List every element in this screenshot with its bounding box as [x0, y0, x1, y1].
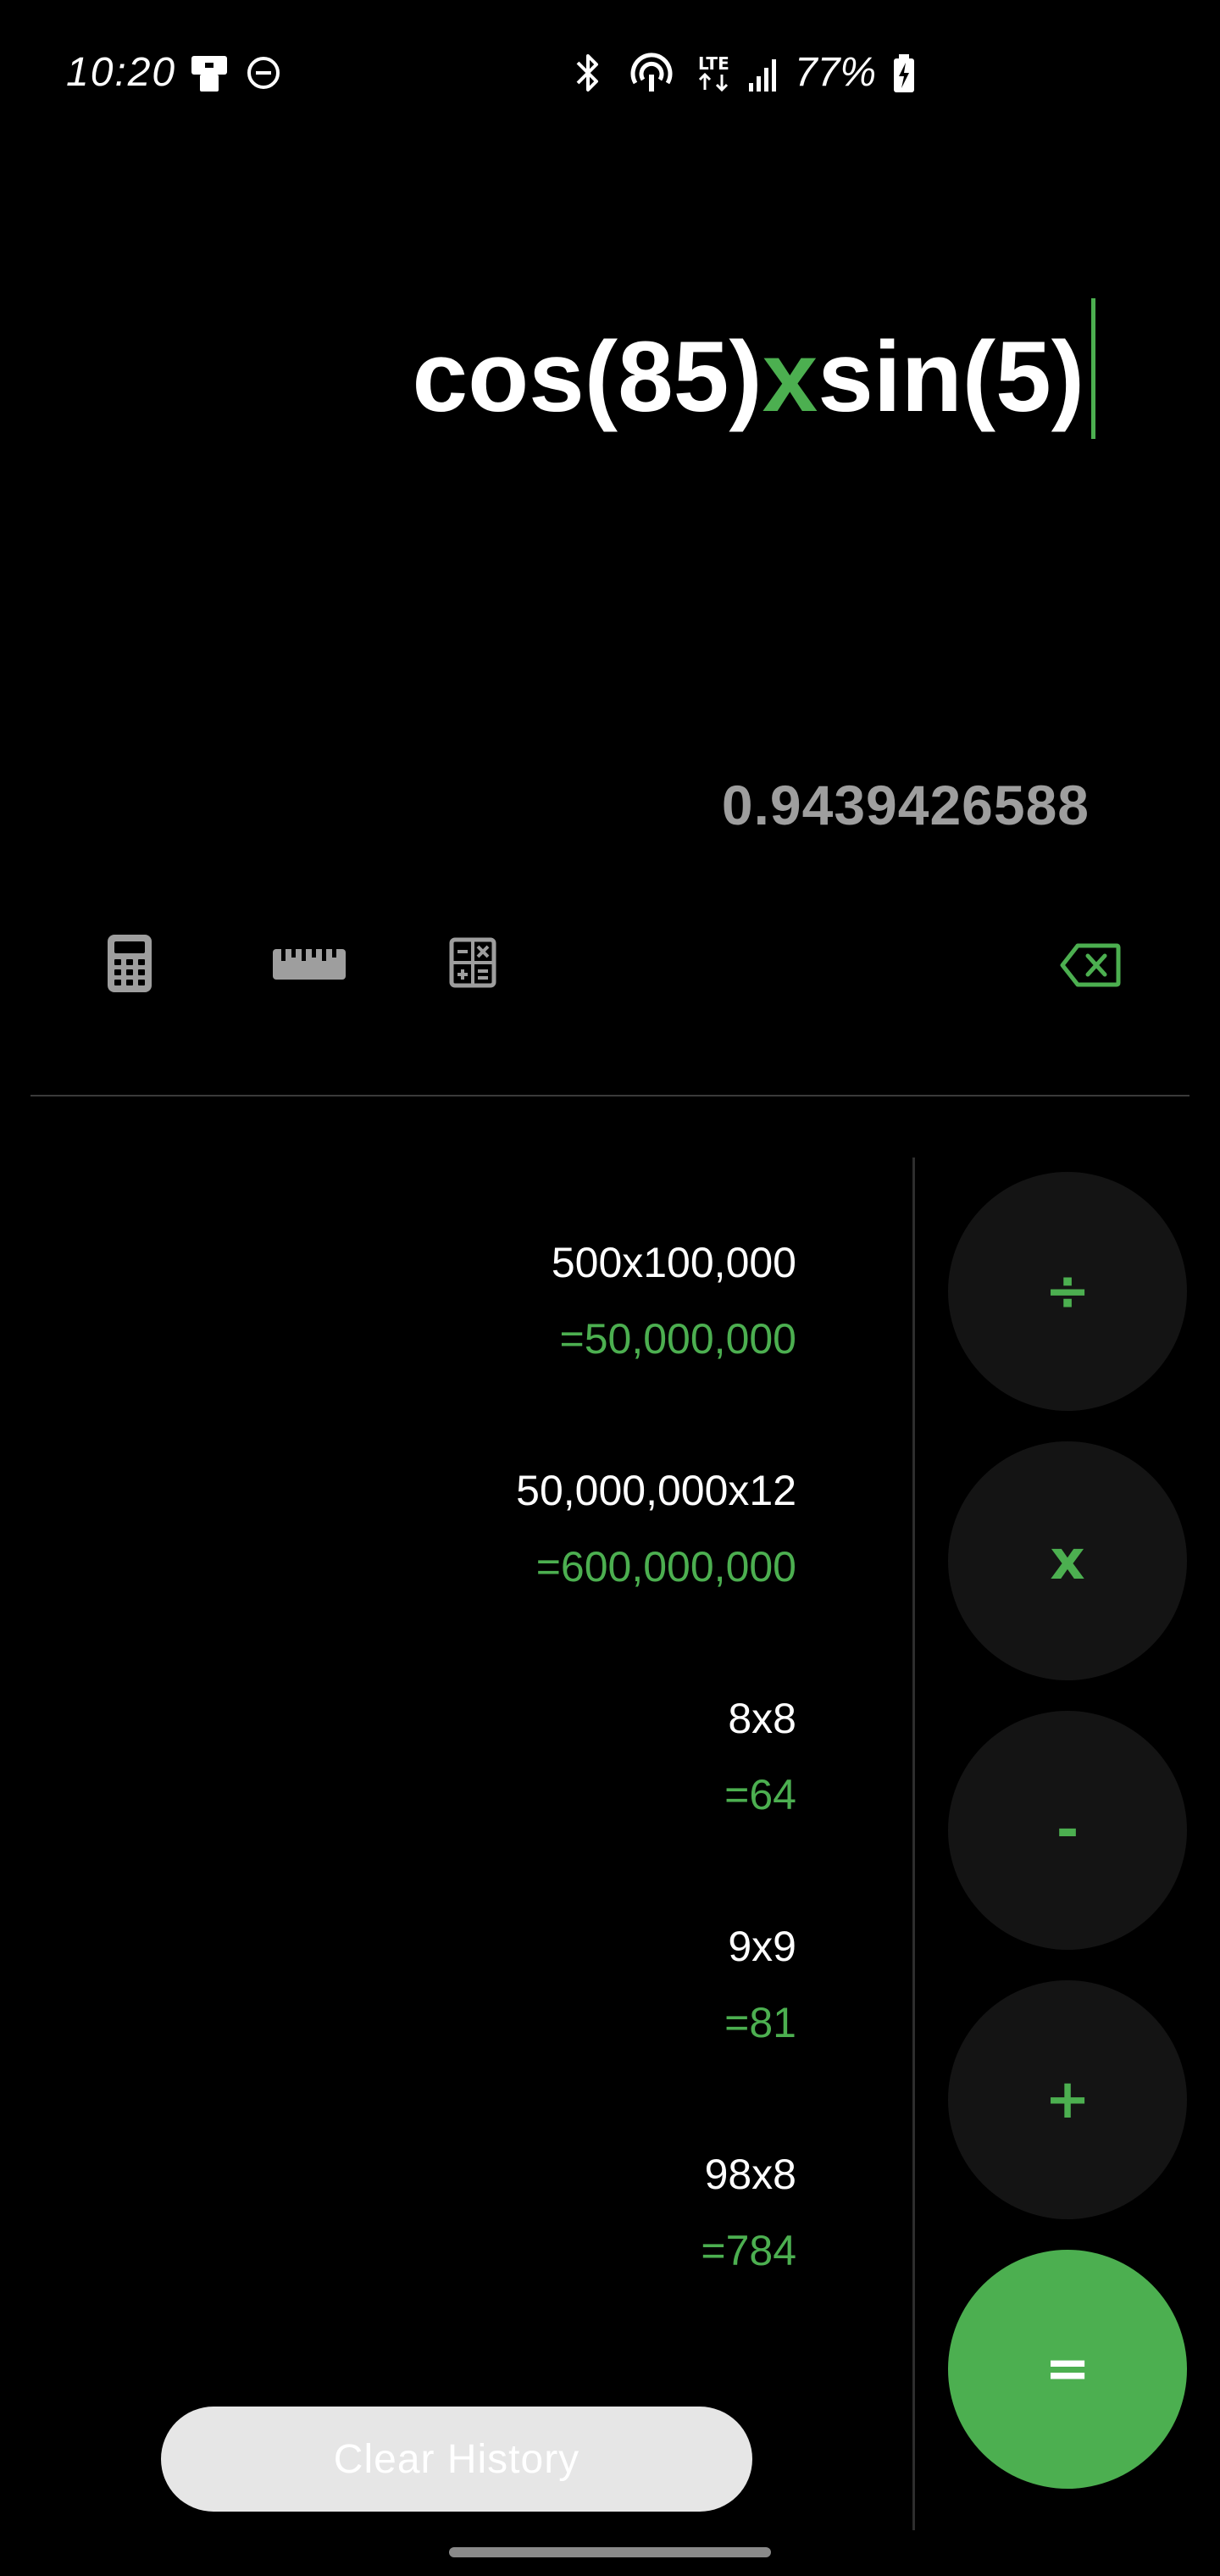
lte-icon: LTE [698, 53, 729, 92]
history-expression: 98x8 [704, 2151, 796, 2198]
multiply-button[interactable]: x [948, 1441, 1187, 1680]
expression-part2: sin(5) [818, 321, 1084, 433]
battery-charging-icon [894, 54, 914, 92]
history-item[interactable]: 9x9 =81 [119, 1921, 796, 2048]
add-button[interactable]: + [948, 1980, 1187, 2219]
calculator-icon[interactable] [105, 932, 154, 995]
expression-operator: x [762, 321, 818, 433]
divide-button[interactable]: ÷ [948, 1172, 1187, 1411]
history-expression: 500x100,000 [551, 1239, 796, 1286]
history-expression: 8x8 [728, 1695, 796, 1742]
result-preview: 0.9439426588 [721, 774, 1090, 836]
hotspot-icon [630, 53, 673, 92]
ruler-icon[interactable] [271, 947, 347, 981]
signal-icon [749, 59, 776, 92]
history-expression: 50,000,000x12 [516, 1467, 796, 1514]
equals-button[interactable]: = [948, 2250, 1187, 2489]
history-result: =81 [724, 1999, 796, 2046]
expression-display[interactable]: cos(85)xsin(5) [412, 314, 1084, 441]
history-result: =50,000,000 [559, 1315, 796, 1363]
subtract-button[interactable]: - [948, 1711, 1187, 1950]
divider [30, 1095, 1190, 1096]
vertical-divider [912, 1158, 915, 2530]
history-result: =784 [701, 2227, 796, 2274]
backspace-icon[interactable] [1059, 942, 1122, 988]
history-item[interactable]: 500x100,000 =50,000,000 [119, 1237, 796, 1364]
svg-text:LTE: LTE [698, 53, 729, 74]
bluetooth-icon [576, 54, 598, 92]
battery-percent: 77% [795, 50, 877, 95]
notification-icon [191, 56, 227, 92]
text-caret [1091, 298, 1095, 439]
status-time: 10:20 [66, 50, 177, 95]
history-result: =64 [724, 1771, 796, 1818]
history-item[interactable]: 98x8 =784 [119, 2149, 796, 2276]
history-result: =600,000,000 [535, 1543, 796, 1591]
history-expression: 9x9 [728, 1923, 796, 1970]
home-indicator[interactable] [449, 2547, 771, 2557]
dnd-icon [247, 57, 280, 89]
scientific-icon[interactable] [449, 937, 496, 988]
expression-part1: cos(85) [412, 321, 762, 433]
history-item[interactable]: 50,000,000x12 =600,000,000 [119, 1465, 796, 1592]
history-item[interactable]: 8x8 =64 [119, 1693, 796, 1820]
clear-history-button[interactable]: Clear History [161, 2407, 752, 2512]
status-bar: 10:20 LTE 77% [0, 0, 1220, 136]
